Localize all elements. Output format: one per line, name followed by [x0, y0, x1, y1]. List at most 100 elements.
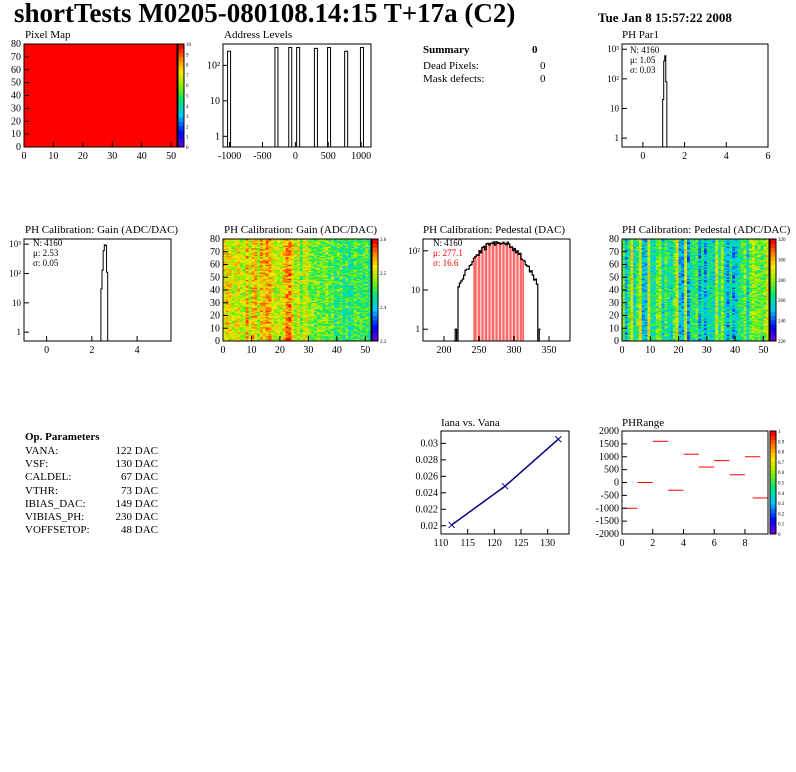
gain-map-cell: [319, 314, 323, 316]
gain-map-cell: [279, 261, 284, 264]
gain-map-cell: [242, 304, 247, 306]
gain-map-cell: [245, 290, 249, 292]
gain-map-cell: [316, 319, 321, 321]
gain-map-cell: [334, 240, 338, 242]
gain-map-cell: [223, 330, 227, 333]
gain-map-cell: [334, 298, 338, 301]
gain-map-cell: [277, 306, 281, 309]
pedestal-map-cell: [636, 275, 640, 278]
gain-map-cell: [251, 278, 255, 281]
gain-map-cell: [260, 278, 264, 281]
gain-map-cell: [240, 325, 244, 328]
gain-map-cell: [240, 255, 244, 258]
ph-par1-stat: μ: 1.05: [630, 55, 656, 65]
gain-map-cell: [331, 260, 335, 263]
gain-map-cell: [314, 279, 318, 282]
gain-map-cell: [268, 251, 272, 254]
gain-map-cell: [316, 244, 321, 246]
gain-map-xtick-label: 50: [360, 345, 370, 356]
gain-map-cell: [348, 311, 352, 314]
gain-map-cell: [260, 274, 264, 277]
gain-map-cell: [316, 251, 321, 254]
pedestal-map-cell: [641, 314, 645, 316]
pedestal-map-cell: [633, 274, 637, 277]
gain-map-cell: [351, 298, 355, 301]
gain-map-cell: [277, 268, 281, 270]
gain-map-cell: [348, 250, 352, 253]
gain-map-cell: [316, 328, 321, 330]
gain-map-cell: [325, 304, 329, 306]
gain-map-cell: [248, 316, 252, 319]
gain-map-cell: [251, 305, 255, 307]
gain-map-cell: [225, 286, 229, 288]
gain-map-cell: [365, 329, 369, 332]
gain-map-cell: [268, 283, 272, 286]
gain-map-cell: [359, 304, 363, 306]
gain-map-cell: [248, 290, 252, 292]
gain-map-cell: [242, 279, 247, 282]
gain-map-cell: [242, 305, 247, 307]
gain-map-cell: [311, 267, 315, 269]
gain-map-cell: [291, 311, 295, 314]
gain-map-cell: [223, 304, 227, 306]
gain-map-cell: [234, 291, 238, 293]
gain-map-cell: [348, 333, 352, 335]
gain-map-cell: [223, 239, 227, 241]
pedestal-map-cell: [622, 323, 626, 325]
gain-map-cell: [351, 332, 355, 334]
gain-map-cell: [291, 251, 295, 254]
gain-map-cell: [225, 309, 229, 311]
pedestal-map-cell: [622, 319, 626, 321]
gain-map-cell: [314, 250, 318, 253]
gain-map-cell: [322, 293, 326, 296]
gain-map-cell: [359, 253, 363, 255]
pedestal-map-cell: [636, 278, 640, 281]
gain-map-cell: [322, 250, 326, 253]
gain-map-cell: [336, 239, 340, 241]
gain-map-cell: [345, 246, 349, 249]
gain-map-cell: [288, 288, 292, 291]
gain-map-cell: [339, 263, 343, 265]
gain-map-cell: [302, 305, 306, 307]
gain-map-cell: [299, 256, 303, 259]
gain-map-cell: [268, 244, 272, 246]
gain-map-cell: [228, 267, 232, 269]
gain-map-cell: [356, 269, 360, 272]
gain-map-cell: [291, 256, 295, 259]
gain-map-cell: [268, 246, 272, 249]
gain-map-cell: [351, 272, 355, 274]
pedestal-map-cell: [627, 278, 631, 281]
gain-map-cell: [240, 301, 244, 304]
gain-map-cell: [245, 286, 249, 288]
gain-map-cell: [282, 272, 286, 274]
gain-map-cell: [299, 296, 303, 298]
gain-map-cell: [302, 314, 306, 316]
gain-map-cell: [254, 286, 258, 288]
gain-map-cell: [279, 334, 284, 337]
gain-map-cell: [325, 293, 329, 296]
gain-map-cell: [331, 314, 335, 316]
gain-map-cell: [257, 323, 261, 325]
gain-map-cell: [302, 263, 306, 265]
gain-map-cell: [308, 334, 312, 337]
gain-map-cell: [288, 311, 292, 314]
gain-map-cell: [351, 315, 355, 318]
gain-map-cell: [262, 264, 266, 267]
gain-map-cell: [362, 332, 366, 334]
pedestal-map-cell: [633, 325, 637, 328]
gain-map-cell: [362, 302, 366, 305]
gain-map-cell: [223, 244, 227, 246]
pedestal-map-cell: [627, 268, 631, 270]
gain-map-cell: [262, 300, 266, 302]
gain-map-cell: [368, 250, 372, 253]
pedestal-map-cell: [630, 274, 634, 277]
gain-map-cell: [356, 245, 360, 247]
gain-map-cell: [282, 265, 286, 268]
gain-map-cell: [356, 300, 360, 302]
gain-map-cell: [254, 335, 258, 338]
gain-map-cell: [248, 320, 252, 323]
gain-map-cell: [351, 254, 355, 256]
gain-map-cell: [282, 239, 286, 241]
pedestal-map-cell: [627, 306, 631, 309]
pedestal-map-cell: [636, 292, 640, 295]
